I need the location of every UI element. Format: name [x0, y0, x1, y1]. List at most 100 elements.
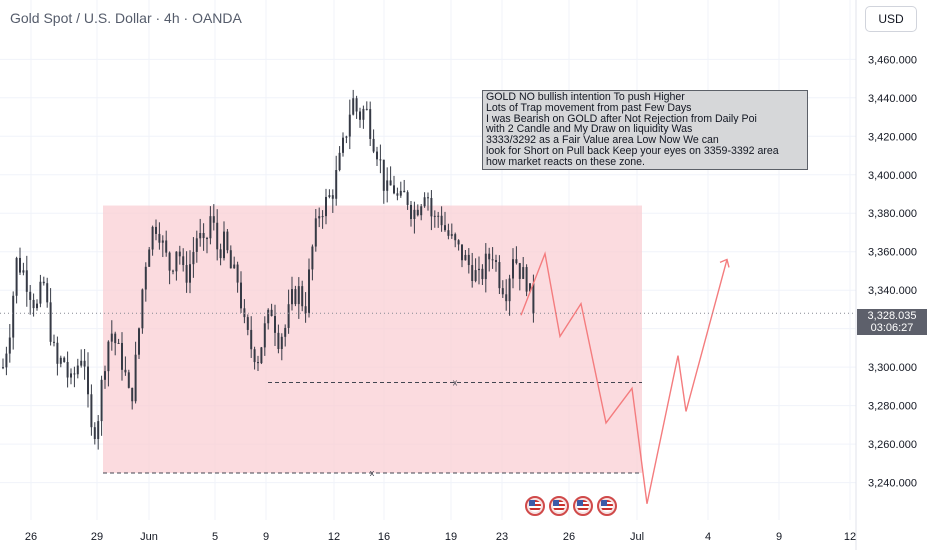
- candle-body: [165, 240, 168, 253]
- liquidity-marker: x: [370, 468, 375, 478]
- candle-body: [291, 289, 293, 305]
- annotation-note[interactable]: GOLD NO bullish intention To push Higher…: [482, 90, 808, 170]
- candle-body: [216, 222, 219, 250]
- candle-body: [73, 373, 76, 375]
- candle-body: [155, 226, 157, 234]
- candle-body: [15, 257, 18, 296]
- candle-body: [178, 251, 181, 257]
- candle-body: [301, 286, 304, 307]
- candle-body: [488, 253, 491, 260]
- candle-body: [5, 353, 8, 368]
- price-tick-label: 3,360.000: [868, 247, 917, 259]
- candle-body: [406, 192, 409, 205]
- time-tick-label: 26: [25, 531, 37, 543]
- candle-body: [56, 342, 59, 364]
- price-tick-label: 3,280.000: [868, 401, 917, 413]
- candle-body: [246, 317, 249, 330]
- us-flag-icon[interactable]: [525, 496, 545, 516]
- candle-body: [253, 349, 256, 363]
- candle-body: [386, 180, 389, 191]
- candle-body: [199, 233, 202, 239]
- candle-body: [355, 98, 358, 112]
- us-flag-icon[interactable]: [549, 496, 569, 516]
- candle-body: [66, 362, 69, 378]
- candle-body: [508, 278, 511, 302]
- time-axis: 26 29 Jun 5 9 12 16 19 23 26 Jul 4 9 12: [25, 531, 856, 543]
- candle-body: [76, 365, 79, 375]
- candle-body: [430, 197, 433, 217]
- candle-body: [461, 244, 463, 261]
- candle-body: [529, 283, 531, 292]
- projection-path: [520, 251, 728, 504]
- candle-body: [29, 291, 32, 300]
- candle-body: [338, 152, 341, 171]
- currency-selector[interactable]: USD: [865, 6, 917, 32]
- candle-body: [267, 309, 270, 324]
- candle-body: [83, 360, 86, 367]
- candle-body: [433, 215, 436, 217]
- candle-body: [335, 170, 338, 199]
- candle-body: [369, 109, 372, 139]
- candle-body: [440, 215, 443, 226]
- candle-body: [467, 254, 470, 266]
- time-tick-label: 9: [263, 531, 269, 543]
- candle-body: [134, 354, 137, 402]
- candle-body: [42, 281, 45, 284]
- candle-body: [2, 367, 4, 369]
- candle-body: [158, 233, 161, 243]
- candle-body: [53, 341, 55, 343]
- candle-body: [209, 216, 212, 239]
- candle-body: [437, 215, 440, 217]
- candle-body: [219, 249, 222, 259]
- candle-body: [141, 289, 144, 329]
- candle-body: [93, 427, 96, 440]
- candle-body: [63, 357, 66, 363]
- candle-body: [308, 269, 310, 314]
- time-tick-label: 4: [705, 531, 711, 543]
- liquidity-levels: xx: [103, 378, 642, 478]
- candle-body: [287, 304, 290, 328]
- candle-body: [522, 267, 525, 279]
- candle-body: [151, 226, 154, 250]
- candle-body: [229, 250, 232, 269]
- candle-body: [314, 218, 317, 247]
- candle-body: [410, 204, 412, 220]
- time-tick-label: 29: [91, 531, 103, 543]
- candle-body: [90, 394, 93, 428]
- candle-body: [399, 190, 402, 196]
- candle-body: [420, 206, 423, 216]
- time-tick-label: Jun: [140, 531, 158, 543]
- candle-body: [505, 294, 508, 302]
- candle-body: [304, 306, 307, 314]
- candle-body: [280, 336, 283, 349]
- candle-body: [416, 209, 419, 216]
- candle-body: [396, 193, 399, 196]
- us-flag-icon[interactable]: [573, 496, 593, 516]
- us-flag-icon[interactable]: [597, 496, 617, 516]
- candle-body: [100, 379, 103, 422]
- candle-body: [260, 347, 263, 364]
- candle-body: [389, 180, 392, 186]
- candle-body: [172, 270, 174, 272]
- candle-body: [518, 263, 521, 279]
- candle-body: [325, 196, 327, 217]
- candle-body: [131, 387, 134, 402]
- time-tick-label: 16: [378, 531, 390, 543]
- candle-body: [233, 264, 236, 269]
- candle-body: [212, 216, 215, 223]
- candle-body: [484, 253, 487, 280]
- candle-body: [525, 267, 528, 292]
- candle-body: [348, 114, 351, 137]
- candle-body: [393, 185, 395, 194]
- candle-body: [331, 195, 334, 199]
- candle-body: [515, 259, 518, 264]
- candle-body: [148, 249, 151, 267]
- time-tick-label: 9: [776, 531, 782, 543]
- note-line: GOLD NO bullish intention To push Higher: [486, 92, 685, 103]
- candle-body: [185, 265, 188, 283]
- candle-body: [236, 264, 239, 283]
- candle-body: [240, 282, 242, 309]
- price-tick-label: 3,340.000: [868, 285, 917, 297]
- candle-body: [168, 252, 171, 271]
